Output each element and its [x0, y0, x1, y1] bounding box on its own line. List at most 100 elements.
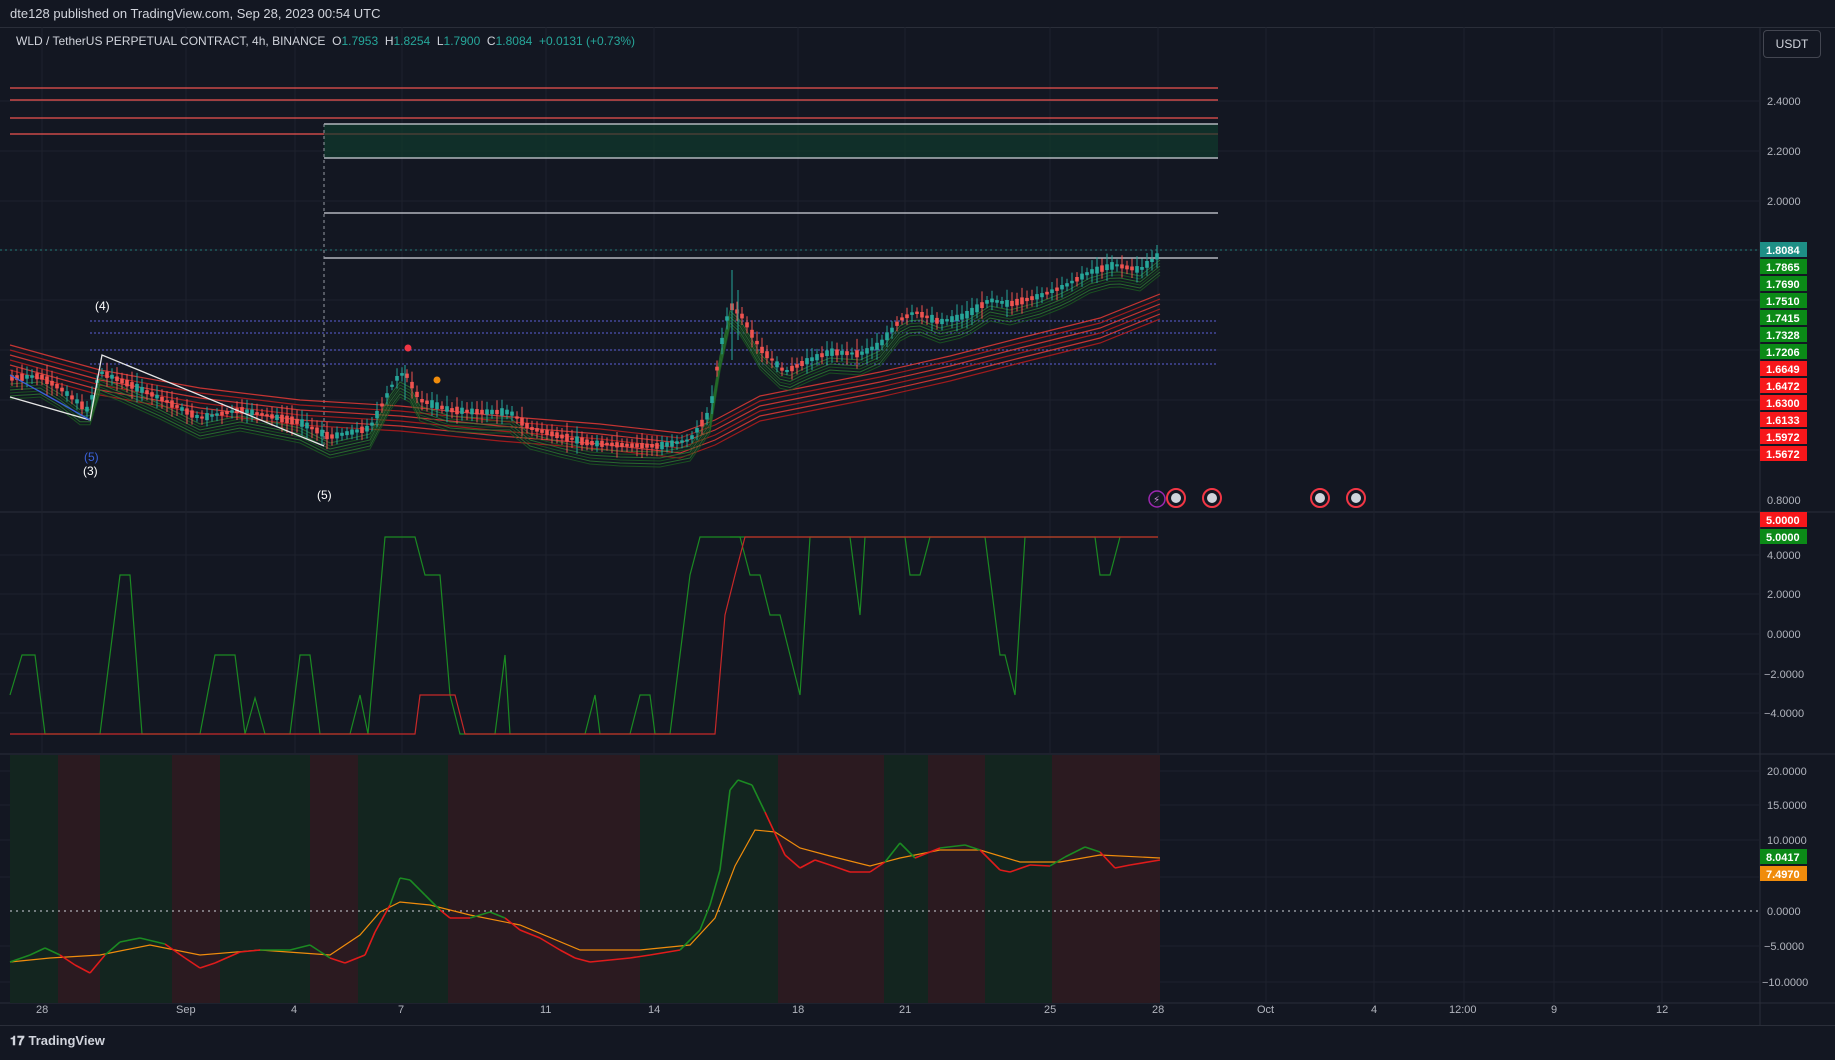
osc1-tick: 2.0000 [1767, 589, 1801, 601]
candle-body [885, 332, 889, 341]
osc2-main-segment [1129, 859, 1161, 866]
candle-body [985, 300, 989, 304]
osc2-main-segment [784, 854, 801, 869]
low-value: 1.7900 [443, 34, 481, 48]
candle-body [550, 431, 554, 437]
candle-body [455, 406, 459, 415]
candle-body [595, 440, 599, 447]
price-badge-text: 1.7510 [1766, 296, 1800, 308]
candle-body [1085, 272, 1089, 276]
candle-body [275, 414, 279, 420]
candle-body [205, 413, 209, 421]
osc2-tick: 10.0000 [1767, 835, 1807, 847]
candle-body [310, 426, 314, 430]
candle-body [135, 383, 139, 392]
supply-zone [324, 124, 1218, 158]
symbol-name[interactable]: WLD / TetherUS PERPETUAL CONTRACT, 4h, B… [16, 34, 326, 48]
chart-area[interactable]: (4) (5) (3) (5) ⚡ 2.4000 2.2000 2.0000 0… [0, 27, 1835, 1025]
candle-body [1025, 297, 1029, 302]
candle-body [830, 348, 834, 356]
candle-body [770, 358, 774, 361]
osc2-main-segment [1064, 846, 1086, 858]
osc2-main-segment [829, 864, 851, 873]
low-label: L [436, 34, 444, 48]
oscillator-2-background [10, 755, 1160, 1003]
candle-body [410, 381, 414, 389]
tradingview-logo[interactable]: 𝟏𝟕 TradingView [10, 1033, 105, 1049]
candle-body [105, 371, 109, 378]
osc2-main-segment [699, 904, 711, 931]
candle-body [115, 376, 119, 382]
time-tick: 9 [1551, 1004, 1557, 1016]
candle-body [425, 400, 429, 404]
osc2-main-segment [869, 861, 886, 873]
candle-body [760, 346, 764, 354]
candle-body [215, 413, 219, 416]
candle-body [385, 393, 389, 398]
candle-body [240, 407, 244, 414]
candle-body [910, 312, 914, 315]
osc2-main-segment [629, 954, 651, 959]
candle-body [450, 408, 454, 413]
top-bar: dte128 published on TradingView.com, Sep… [0, 0, 1835, 28]
candle-body [1080, 273, 1084, 280]
candle-body [70, 395, 74, 400]
osc2-main-segment [389, 877, 401, 906]
bearish-band [1102, 755, 1160, 1003]
candle-body [350, 429, 354, 435]
osc2-main-segment [1084, 846, 1101, 853]
candle-body [915, 311, 919, 314]
ema-line-green [9, 274, 1161, 468]
candle-body [355, 429, 359, 433]
candle-body [470, 408, 474, 415]
time-tick: 25 [1044, 1004, 1056, 1016]
candle-body [820, 353, 824, 358]
osc2-main-segment [184, 957, 201, 969]
candle-body [625, 443, 629, 447]
candle-body [955, 314, 959, 322]
candle-body [920, 312, 924, 318]
price-badge [1760, 429, 1807, 444]
currency-button[interactable]: USDT [1763, 30, 1821, 58]
candle-body [610, 442, 614, 447]
candle-body [700, 419, 704, 427]
candle-body [435, 402, 439, 410]
us-flag-icon-center [1171, 493, 1181, 503]
tradingview-logo-icon: 𝟏𝟕 [10, 1033, 25, 1048]
candle-body [1055, 287, 1059, 291]
candle-body [500, 408, 504, 416]
candle-body [290, 416, 294, 425]
osc2-main-segment [719, 789, 731, 871]
oscillator-1 [9, 536, 1158, 735]
bottom-bar [0, 1025, 1835, 1060]
price-badge [1760, 293, 1807, 308]
candle-body [180, 407, 184, 411]
price-tick: 2.4000 [1767, 96, 1801, 108]
osc2-main-segment [74, 964, 91, 974]
elliott-wave-blue [9, 374, 91, 421]
osc2-main-segment [609, 957, 631, 961]
osc2-main-segment [29, 947, 46, 956]
candle-body [1060, 285, 1064, 290]
time-tick: 4 [291, 1004, 297, 1016]
candle-body [925, 315, 929, 319]
bearish-band [778, 755, 884, 1003]
candle-body [670, 440, 674, 447]
chart-canvas[interactable]: (4) (5) (3) (5) ⚡ 2.4000 2.2000 2.0000 0… [0, 27, 1835, 1025]
candle-body [750, 329, 754, 338]
osc2-main-segment [364, 931, 376, 956]
us-flag-icon-center [1315, 493, 1325, 503]
candle-body [330, 434, 334, 439]
lightning-icon-glyph: ⚡ [1153, 495, 1160, 506]
candle-body [580, 437, 584, 445]
candle-body [1015, 298, 1019, 306]
open-value: 1.7953 [341, 34, 379, 48]
oscillator-2 [9, 779, 1161, 974]
osc2-main-segment [737, 779, 753, 786]
candle-body [685, 439, 689, 442]
candle-body [10, 375, 14, 381]
osc2-main-segment [799, 859, 816, 869]
symbol-legend[interactable]: WLD / TetherUS PERPETUAL CONTRACT, 4h, B… [16, 34, 635, 48]
candle-body [1125, 265, 1129, 270]
ema-line-red [9, 303, 1161, 444]
